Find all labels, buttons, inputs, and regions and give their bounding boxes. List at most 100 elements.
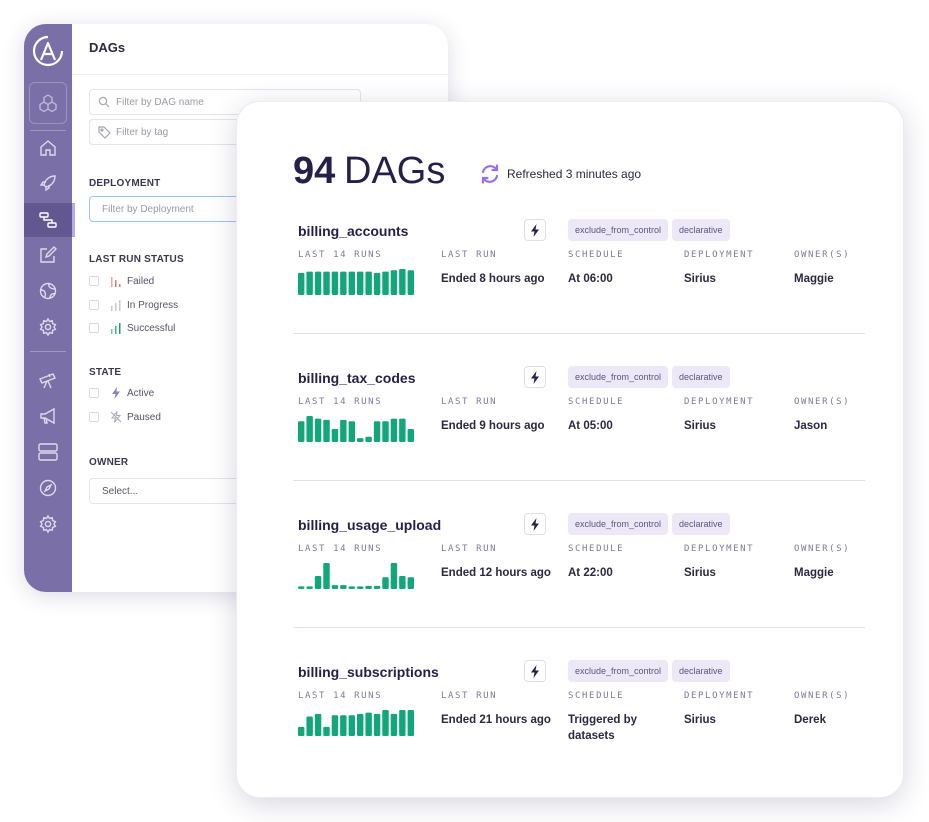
telescope-icon[interactable] [35, 369, 61, 391]
run-history-chart[interactable] [298, 267, 416, 295]
refresh-status[interactable]: Refreshed 3 minutes ago [479, 163, 641, 185]
run-bar[interactable] [399, 269, 406, 295]
dag-active-toggle[interactable] [524, 660, 546, 682]
dag-row[interactable]: billing_tax_codes exclude_from_control dec… [293, 366, 865, 500]
compass-icon[interactable] [35, 477, 61, 499]
state-paused-option[interactable]: Paused [89, 410, 161, 424]
astronomer-logo[interactable] [31, 34, 65, 68]
run-bar[interactable] [340, 715, 347, 736]
checkbox[interactable] [89, 412, 99, 422]
dag-name-link[interactable]: billing_accounts [298, 223, 409, 239]
run-bar[interactable] [365, 436, 372, 442]
run-bar[interactable] [373, 585, 381, 589]
status-in-progress-option[interactable]: In Progress [89, 298, 178, 312]
dag-row[interactable]: billing_accounts exclude_from_control decl… [293, 219, 865, 353]
dag-tag[interactable]: exclude_from_control [568, 366, 669, 388]
run-bar[interactable] [373, 713, 381, 736]
run-bar[interactable] [331, 271, 339, 295]
dag-tag[interactable]: declarative [672, 219, 730, 241]
run-bar[interactable] [382, 421, 389, 442]
run-history-chart[interactable] [298, 414, 416, 442]
edit-icon[interactable] [35, 244, 61, 266]
run-bar[interactable] [407, 270, 414, 295]
refresh-icon[interactable] [479, 163, 501, 185]
run-bar[interactable] [365, 712, 372, 736]
run-bar[interactable] [306, 586, 313, 589]
run-bar[interactable] [390, 713, 398, 736]
run-bar[interactable] [382, 710, 389, 736]
dag-name-link[interactable]: billing_subscriptions [298, 664, 439, 680]
rows-icon[interactable] [35, 441, 61, 463]
run-bar[interactable] [314, 713, 322, 736]
run-bar[interactable] [382, 271, 389, 295]
run-bar[interactable] [298, 726, 305, 736]
run-bar[interactable] [390, 418, 398, 442]
run-bar[interactable] [306, 416, 313, 442]
run-bar[interactable] [373, 272, 381, 295]
state-active-option[interactable]: Active [89, 386, 154, 400]
run-bar[interactable] [340, 419, 347, 442]
checkbox[interactable] [89, 323, 99, 333]
run-bar[interactable] [357, 438, 364, 442]
home-icon[interactable] [35, 137, 61, 159]
run-bar[interactable] [306, 716, 313, 737]
dag-name-link[interactable]: billing_tax_codes [298, 370, 416, 386]
run-bar[interactable] [399, 576, 406, 589]
dag-row[interactable]: billing_usage_upload exclude_from_control… [293, 513, 865, 647]
run-bar[interactable] [407, 577, 414, 589]
run-bar[interactable] [298, 421, 305, 442]
run-bar[interactable] [407, 710, 414, 736]
dag-tag[interactable]: declarative [672, 513, 730, 535]
dag-name-link[interactable]: billing_usage_upload [298, 517, 442, 533]
run-bar[interactable] [348, 421, 355, 442]
run-bar[interactable] [373, 421, 381, 442]
run-bar[interactable] [298, 586, 305, 589]
checkbox[interactable] [89, 276, 99, 286]
run-bar[interactable] [357, 713, 364, 736]
run-bar[interactable] [348, 271, 355, 295]
run-bar[interactable] [399, 710, 406, 736]
gear-icon[interactable] [35, 316, 61, 338]
workspace-selector[interactable] [29, 82, 67, 124]
run-bar[interactable] [340, 585, 347, 589]
status-successful-option[interactable]: Successful [89, 321, 175, 335]
run-bar[interactable] [331, 715, 339, 736]
dag-active-toggle[interactable] [524, 219, 546, 241]
megaphone-icon[interactable] [35, 405, 61, 427]
run-bar[interactable] [314, 271, 322, 295]
run-bar[interactable] [348, 715, 355, 736]
run-bar[interactable] [407, 429, 414, 442]
run-bar[interactable] [357, 586, 364, 589]
dag-tag[interactable]: declarative [672, 366, 730, 388]
run-bar[interactable] [298, 272, 305, 295]
run-bar[interactable] [390, 563, 398, 589]
rocket-icon[interactable] [35, 172, 61, 194]
globe-icon[interactable] [35, 280, 61, 302]
cubes-icon[interactable] [35, 92, 61, 114]
run-history-chart[interactable] [298, 561, 416, 589]
run-bar[interactable] [323, 726, 330, 736]
checkbox[interactable] [89, 388, 99, 398]
run-bar[interactable] [365, 585, 372, 589]
dag-tag[interactable]: exclude_from_control [568, 513, 669, 535]
dag-row[interactable]: billing_subscriptions exclude_from_contro… [293, 660, 865, 794]
run-bar[interactable] [340, 271, 347, 295]
status-failed-option[interactable]: Failed [89, 274, 154, 288]
checkbox[interactable] [89, 300, 99, 310]
run-bar[interactable] [390, 270, 398, 295]
dag-tag[interactable]: exclude_from_control [568, 660, 669, 682]
run-bar[interactable] [365, 271, 372, 295]
run-bar[interactable] [314, 418, 322, 442]
run-bar[interactable] [399, 418, 406, 442]
run-bar[interactable] [331, 429, 339, 442]
run-bar[interactable] [382, 577, 389, 589]
run-history-chart[interactable] [298, 708, 416, 736]
run-bar[interactable] [357, 271, 364, 295]
settings-icon[interactable] [35, 513, 61, 535]
run-bar[interactable] [314, 576, 322, 589]
dag-tag[interactable]: exclude_from_control [568, 219, 669, 241]
run-bar[interactable] [348, 586, 355, 589]
run-bar[interactable] [306, 271, 313, 295]
dag-icon[interactable] [35, 209, 61, 231]
dag-active-toggle[interactable] [524, 513, 546, 535]
